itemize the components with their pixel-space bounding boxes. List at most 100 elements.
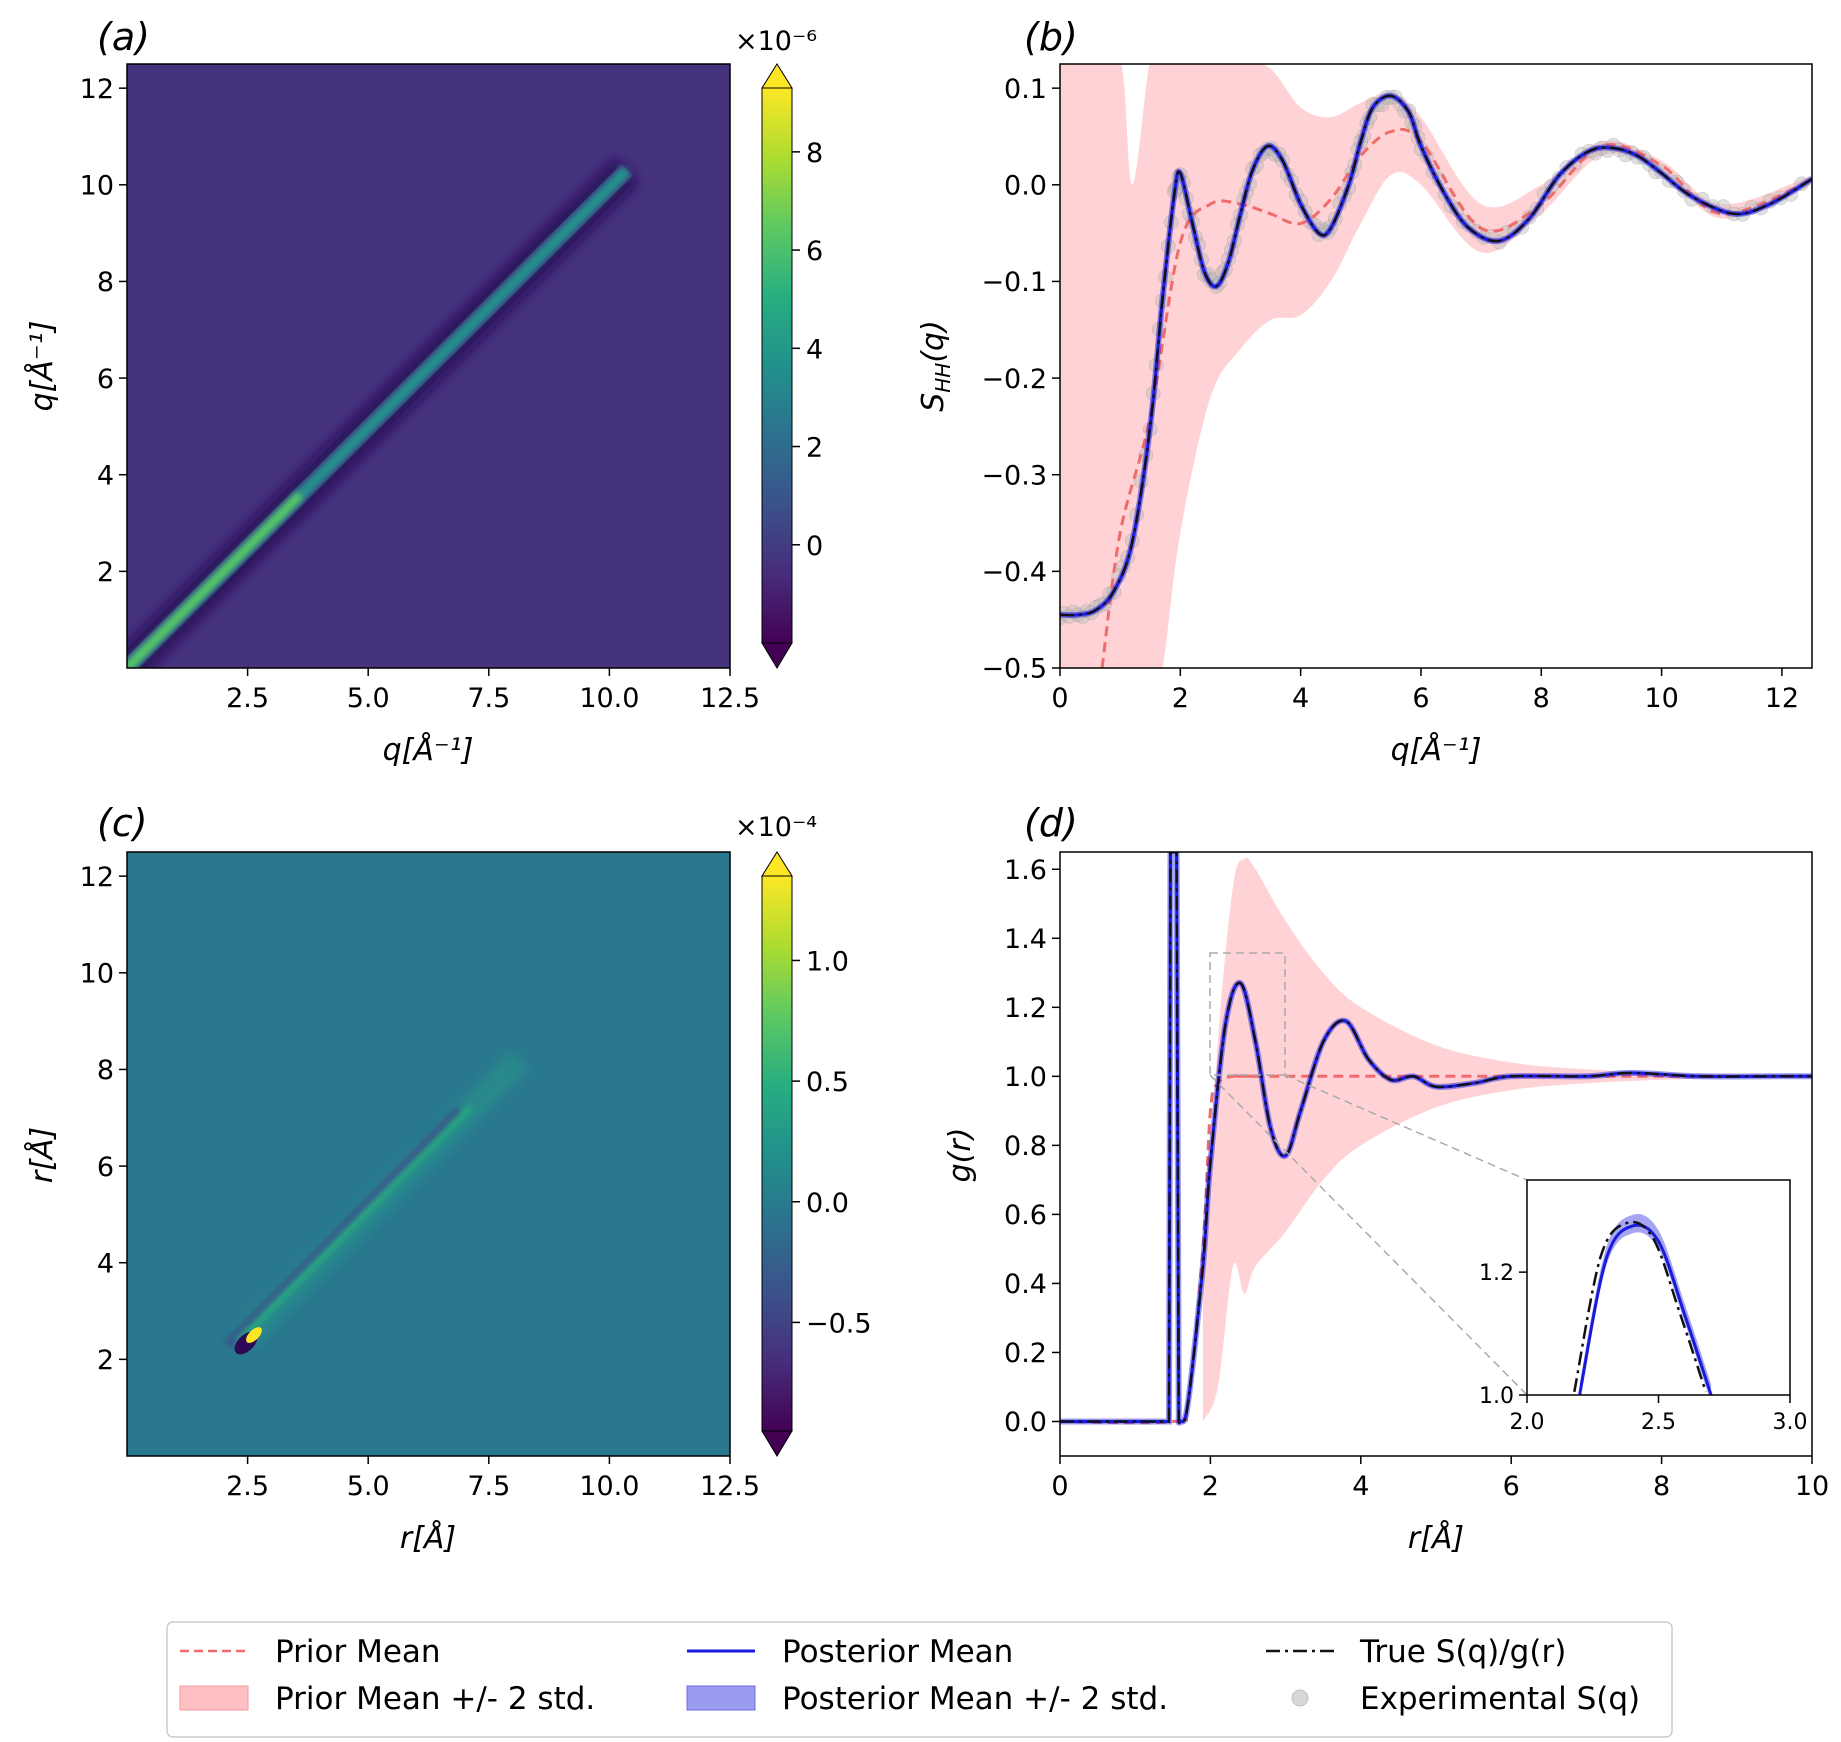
line-chart-d-axes: 0 2 4 6 8 10 0.0 0.2 0.4 0.6 0.8 1.0 1.2 1.4 1.6 bbox=[1004, 855, 1829, 1502]
colorbar-a-max-extend bbox=[761, 63, 793, 89]
inset-ytick-label: 1.2 bbox=[1479, 1261, 1514, 1286]
panel-label-a: (a) bbox=[97, 15, 150, 59]
line-chart-b-ytick-label: 0.0 bbox=[1004, 171, 1047, 202]
heatmap-c-xtick-label: 10.0 bbox=[579, 1471, 639, 1502]
inset-axes: 2.0 2.5 3.0 1.0 1.2 bbox=[1479, 1261, 1808, 1435]
colorbar-a-gradient bbox=[762, 88, 792, 643]
line-chart-b-ylabel: SHH(q) bbox=[916, 320, 955, 412]
colorbar-tick-label: 1.0 bbox=[806, 946, 849, 977]
heatmap-a-ytick-label: 10 bbox=[80, 171, 114, 202]
line-chart-d-ytick-label: 0.0 bbox=[1004, 1407, 1047, 1438]
colorbar-a-ticks: 0 2 4 6 8 bbox=[792, 138, 823, 562]
inset-chart: 2.0 2.5 3.0 1.0 1.2 bbox=[1479, 1179, 1808, 1435]
colorbar-c-frame bbox=[761, 875, 793, 1432]
line-chart-b-xtick-label: 10 bbox=[1644, 683, 1678, 714]
heatmap-a-ylabel: q[Å⁻¹] bbox=[24, 321, 60, 412]
heatmap-a-xlabel: q[Å⁻¹] bbox=[383, 732, 474, 768]
line-chart-d-ytick-label: 1.2 bbox=[1004, 993, 1047, 1024]
heatmap-c-ytick-label: 8 bbox=[97, 1055, 114, 1086]
heatmap-c-frame bbox=[126, 851, 731, 1457]
line-chart-d-xtick-label: 4 bbox=[1352, 1471, 1369, 1502]
line-chart-b-xtick-label: 12 bbox=[1765, 683, 1799, 714]
colorbar-a-min-extend bbox=[761, 642, 793, 669]
heatmap-c-xtick-label: 12.5 bbox=[700, 1471, 760, 1502]
line-chart-d-xlabel: r[Å] bbox=[1408, 1520, 1464, 1556]
heatmap-a-peak bbox=[127, 492, 303, 668]
legend: Prior Mean Prior Mean +/- 2 std. Posteri… bbox=[166, 1621, 1673, 1738]
line-chart-d-ytick-label: 1.0 bbox=[1004, 1062, 1047, 1093]
zoom-region-box bbox=[1209, 952, 1286, 1076]
heatmap-a: 2.5 5.0 7.5 10.0 12.5 2 4 6 8 10 12 q[Å⁻¹] q[Å⁻¹] bbox=[24, 63, 760, 768]
legend-experimental-swatch bbox=[1291, 1689, 1309, 1707]
heatmap-c-streak-negative bbox=[224, 1106, 464, 1349]
colorbar-c-max-extend bbox=[761, 851, 793, 877]
line-chart-b-ytick-label: −0.3 bbox=[981, 460, 1047, 491]
colorbar-a-frame bbox=[761, 87, 793, 644]
line-chart-d-frame bbox=[1059, 851, 1813, 1457]
legend-posterior-band-swatch bbox=[686, 1685, 756, 1711]
heatmap-c-streak-positive bbox=[235, 1105, 473, 1345]
colorbar-c-multiplier: ×10⁻⁴ bbox=[735, 812, 817, 843]
line-chart-b-xtick-label: 0 bbox=[1051, 683, 1068, 714]
legend-prior-band-label: Prior Mean +/- 2 std. bbox=[275, 1681, 595, 1717]
line-chart-b-frame bbox=[1059, 63, 1813, 669]
heatmap-a-xtick-label: 12.5 bbox=[700, 683, 760, 714]
colorbar-tick-label: 8 bbox=[806, 138, 823, 169]
line-chart-d-xtick-label: 2 bbox=[1202, 1471, 1219, 1502]
heatmap-c-ytick-label: 4 bbox=[97, 1248, 114, 1279]
legend-posterior-band-label: Posterior Mean +/- 2 std. bbox=[782, 1681, 1168, 1717]
inset-background bbox=[1527, 1180, 1790, 1395]
zoom-connector-upper bbox=[1284, 1074, 1528, 1181]
colorbar-tick-label: −0.5 bbox=[806, 1308, 872, 1339]
colorbar-c-gradient bbox=[762, 876, 792, 1431]
line-chart-d-ytick-label: 1.4 bbox=[1004, 924, 1047, 955]
inset-ytick-label: 1.0 bbox=[1479, 1384, 1514, 1409]
heatmap-c-ytick-label: 6 bbox=[97, 1152, 114, 1183]
legend-experimental-label: Experimental S(q) bbox=[1360, 1681, 1640, 1717]
heatmap-a-ytick-label: 8 bbox=[97, 267, 114, 298]
line-chart-d-plot bbox=[1060, 852, 1812, 1426]
colorbar-a-multiplier: ×10⁻⁶ bbox=[735, 26, 817, 57]
legend-prior-mean-label: Prior Mean bbox=[275, 1634, 441, 1670]
heatmap-c-xtick-label: 7.5 bbox=[467, 1471, 510, 1502]
heatmap-c-axes: 2.5 5.0 7.5 10.0 12.5 2 4 6 8 10 12 bbox=[80, 862, 760, 1502]
colorbar-c-ticks: −0.5 0.0 0.5 1.0 bbox=[792, 946, 872, 1339]
line-chart-d-xtick-label: 8 bbox=[1653, 1471, 1670, 1502]
heatmap-a-frame bbox=[126, 63, 731, 669]
heatmap-a-ytick-label: 4 bbox=[97, 460, 114, 491]
inset-xtick-label: 2.5 bbox=[1641, 1410, 1676, 1435]
inset-true-line bbox=[1573, 1220, 1707, 1393]
line-chart-d-ytick-label: 0.8 bbox=[1004, 1131, 1047, 1162]
heatmap-a-xtick-label: 5.0 bbox=[347, 683, 390, 714]
legend-true-label: True S(q)/g(r) bbox=[1359, 1634, 1566, 1670]
colorbar-tick-label: 0 bbox=[806, 531, 823, 562]
line-chart-b-axes: 0 2 4 6 8 10 12 −0.5 −0.4 −0.3 −0.2 −0.1 0.0 0.1 bbox=[981, 74, 1799, 714]
line-chart-b-xtick-label: 4 bbox=[1292, 683, 1309, 714]
line-chart-d-ytick-label: 0.6 bbox=[1004, 1200, 1047, 1231]
colorbar-a: 0 2 4 6 8 ×10⁻⁶ bbox=[735, 26, 823, 669]
line-chart-b-xlabel: q[Å⁻¹] bbox=[1391, 732, 1482, 768]
inset-posterior-band bbox=[1579, 1214, 1712, 1395]
legend-posterior-mean-label: Posterior Mean bbox=[782, 1634, 1013, 1670]
heatmap-a-xtick-label: 2.5 bbox=[226, 683, 269, 714]
line-chart-b-ytick-label: −0.5 bbox=[981, 654, 1047, 685]
heatmap-c-peak bbox=[246, 1327, 262, 1343]
heatmap-a-axes: 2.5 5.0 7.5 10.0 12.5 2 4 6 8 10 12 bbox=[80, 74, 760, 714]
line-chart-b-xtick-label: 8 bbox=[1533, 683, 1550, 714]
line-chart-d-xtick-label: 6 bbox=[1503, 1471, 1520, 1502]
heatmap-a-ytick-label: 6 bbox=[97, 364, 114, 395]
line-chart-b-plot bbox=[1060, 64, 1812, 668]
colorbar-tick-label: 0.0 bbox=[806, 1188, 849, 1219]
heatmap-a-ytick-label: 12 bbox=[80, 74, 114, 105]
inset-xtick-label: 3.0 bbox=[1773, 1410, 1808, 1435]
prior-band bbox=[1202, 857, 1812, 1422]
line-chart-b-ytick-label: 0.1 bbox=[1004, 74, 1047, 105]
line-chart-d-ytick-label: 0.4 bbox=[1004, 1269, 1047, 1300]
line-chart-b: 0 2 4 6 8 10 12 −0.5 −0.4 −0.3 −0.2 −0.1 0.0 0.1 q[Å⁻… bbox=[916, 63, 1813, 768]
line-chart-d-ytick-label: 1.6 bbox=[1004, 855, 1047, 886]
panel-label-d: (d) bbox=[1024, 801, 1078, 845]
colorbar-tick-label: 4 bbox=[806, 334, 823, 365]
heatmap-c-ylabel: r[Å] bbox=[24, 1127, 60, 1183]
line-chart-b-xtick-label: 2 bbox=[1172, 683, 1189, 714]
